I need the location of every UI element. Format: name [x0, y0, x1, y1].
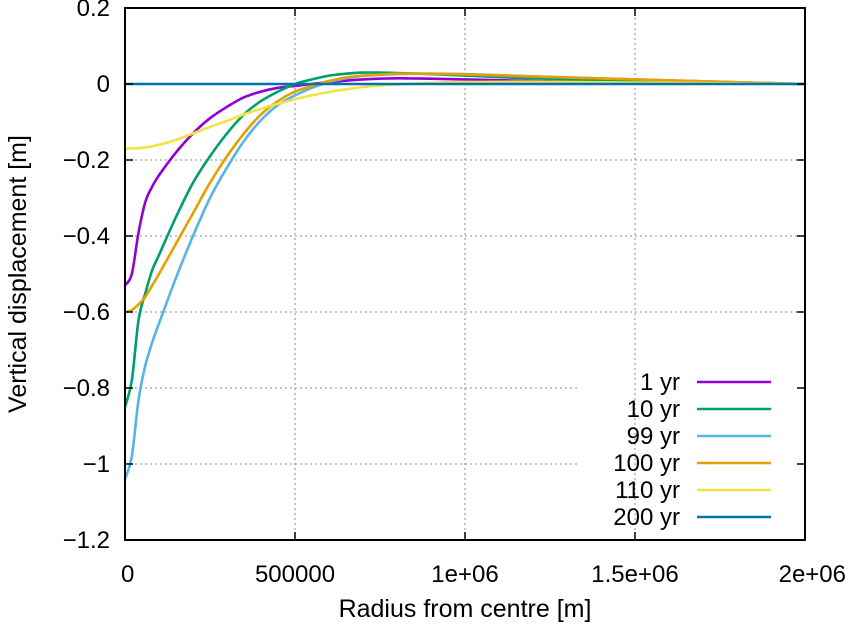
y-tick-label: −0.2 [63, 147, 110, 174]
x-tick-label: 500000 [255, 561, 335, 588]
series-line-100-yr [123, 72, 807, 314]
y-tick-label: −0.8 [63, 375, 110, 402]
legend-label: 110 yr [615, 477, 680, 504]
legend-label: 1 yr [640, 369, 680, 396]
plot-frame [124, 7, 806, 541]
x-tick-label: 1e+06 [431, 561, 498, 588]
legend-label: 200 yr [613, 504, 680, 531]
x-tick-label: 0 [121, 561, 134, 588]
y-tick-label: 0 [97, 71, 110, 98]
legend-label: 10 yr [627, 396, 680, 423]
legend-label: 100 yr [613, 450, 680, 477]
x-tick-label: 2e+06 [779, 561, 846, 588]
series-line-1-yr [123, 76, 807, 287]
y-tick-label: 0.2 [77, 0, 110, 22]
y-tick-label: −1 [83, 451, 110, 478]
y-tick-label: −1.2 [63, 527, 110, 554]
series-line-110-yr [123, 80, 807, 150]
y-axis-label: Vertical displacement [m] [4, 135, 32, 413]
grid [125, 8, 805, 540]
x-tick-label: 1.5e+06 [591, 561, 678, 588]
plot-area [123, 71, 807, 481]
x-axis-label: Radius from centre [m] [339, 595, 592, 623]
y-tick-label: −0.4 [63, 223, 110, 250]
axes: 0 500000 1e+06 1.5e+06 2e+06 0.2 0 −0.2 −0.4 −0.6… [63, 0, 846, 588]
y-tick-label: −0.6 [63, 299, 110, 326]
legend-label: 99 yr [627, 423, 680, 450]
